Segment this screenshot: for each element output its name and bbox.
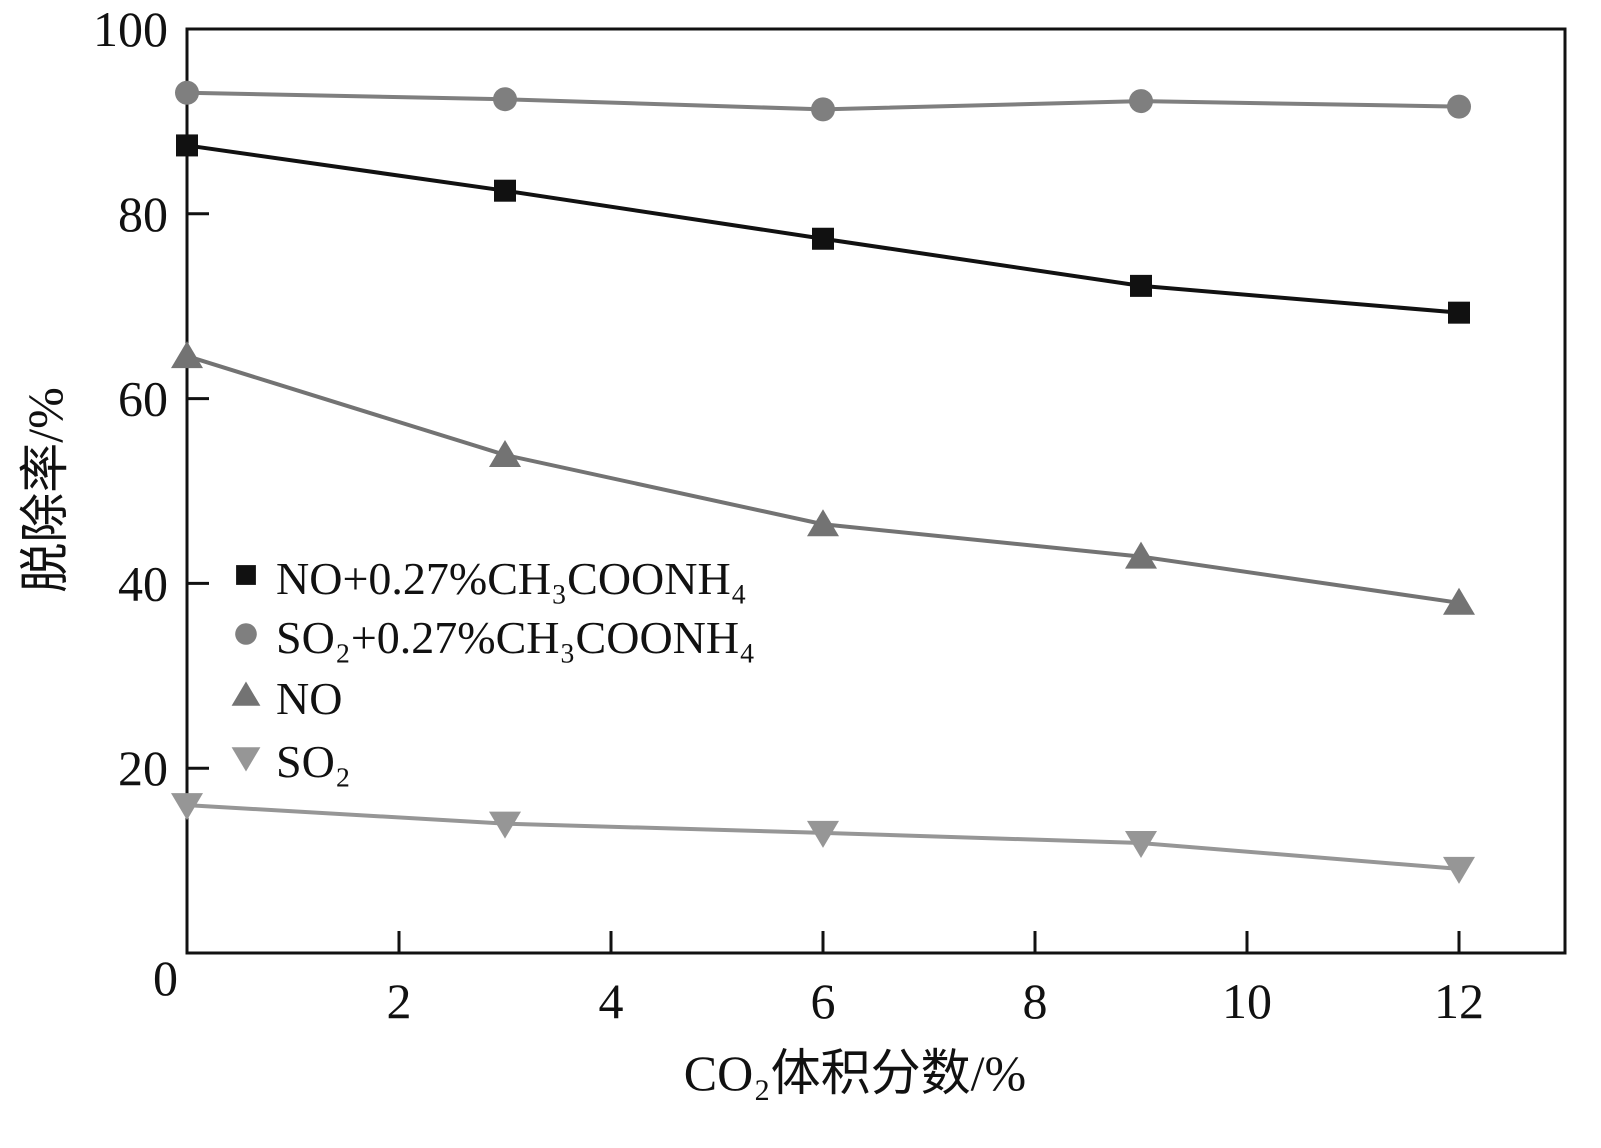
legend-item: NO [231, 673, 342, 724]
legend-item: NO+0.27%CH₃COONH₄ [236, 553, 747, 604]
square-marker [1130, 274, 1152, 297]
circle-marker [493, 87, 517, 112]
square-marker [236, 565, 256, 585]
circle-marker [1447, 94, 1471, 119]
plot-frame [185, 27, 1567, 955]
x-tick-label: 6 [811, 973, 836, 1029]
square-marker [812, 227, 834, 250]
y-tick-label: 80 [118, 186, 168, 242]
legend-label: SO₂ [276, 736, 351, 787]
x-axis-label: CO₂体积分数/% [684, 1045, 1026, 1101]
y-axis-label: 脱除率/% [17, 387, 73, 593]
square-marker [176, 134, 198, 157]
circle-marker [811, 97, 835, 122]
series-2 [171, 341, 1475, 615]
series-1 [175, 80, 1471, 122]
x-tick-label: 2 [387, 973, 412, 1029]
triangle-up-marker [489, 439, 521, 467]
triangle-up-marker [171, 341, 203, 369]
x-tick-label: 4 [599, 973, 624, 1029]
x-tick-label: 8 [1023, 973, 1048, 1029]
triangle-up-marker [1443, 587, 1475, 615]
triangle-down-marker [1443, 856, 1475, 884]
legend-item: SO₂ [231, 736, 351, 787]
legend-label: NO+0.27%CH₃COONH₄ [276, 553, 747, 604]
y-tick-label: 40 [118, 555, 168, 611]
x-tick-label: 10 [1222, 973, 1272, 1029]
triangle-down-marker [807, 820, 839, 848]
triangle-down-marker [171, 793, 203, 821]
triangle-down-marker [231, 747, 261, 772]
circle-marker [1129, 89, 1153, 114]
y-tick-label: 60 [118, 371, 168, 427]
circle-marker [235, 623, 257, 645]
y-tick-label: 100 [93, 1, 168, 57]
triangle-down-marker [1125, 831, 1157, 859]
y-tick-label: 0 [153, 950, 178, 1006]
triangle-down-marker [489, 811, 521, 839]
x-tick-label: 12 [1434, 973, 1484, 1029]
legend-item: SO₂+0.27%CH₃COONH₄ [235, 612, 755, 663]
circle-marker [175, 80, 199, 105]
y-tick-label: 20 [118, 740, 168, 796]
legend-label: NO [276, 673, 342, 724]
triangle-up-marker [231, 681, 261, 706]
series-0 [176, 134, 1470, 324]
square-marker [494, 179, 516, 202]
square-marker [1448, 301, 1470, 324]
series-3 [171, 793, 1475, 884]
triangle-up-marker [807, 509, 839, 537]
legend-label: SO₂+0.27%CH₃COONH₄ [276, 612, 755, 663]
triangle-up-marker [1125, 541, 1157, 569]
